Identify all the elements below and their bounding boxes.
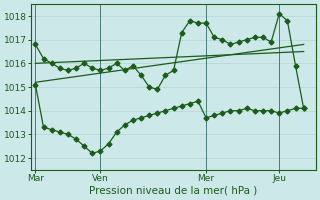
X-axis label: Pression niveau de la mer( hPa ): Pression niveau de la mer( hPa ) [90, 186, 258, 196]
